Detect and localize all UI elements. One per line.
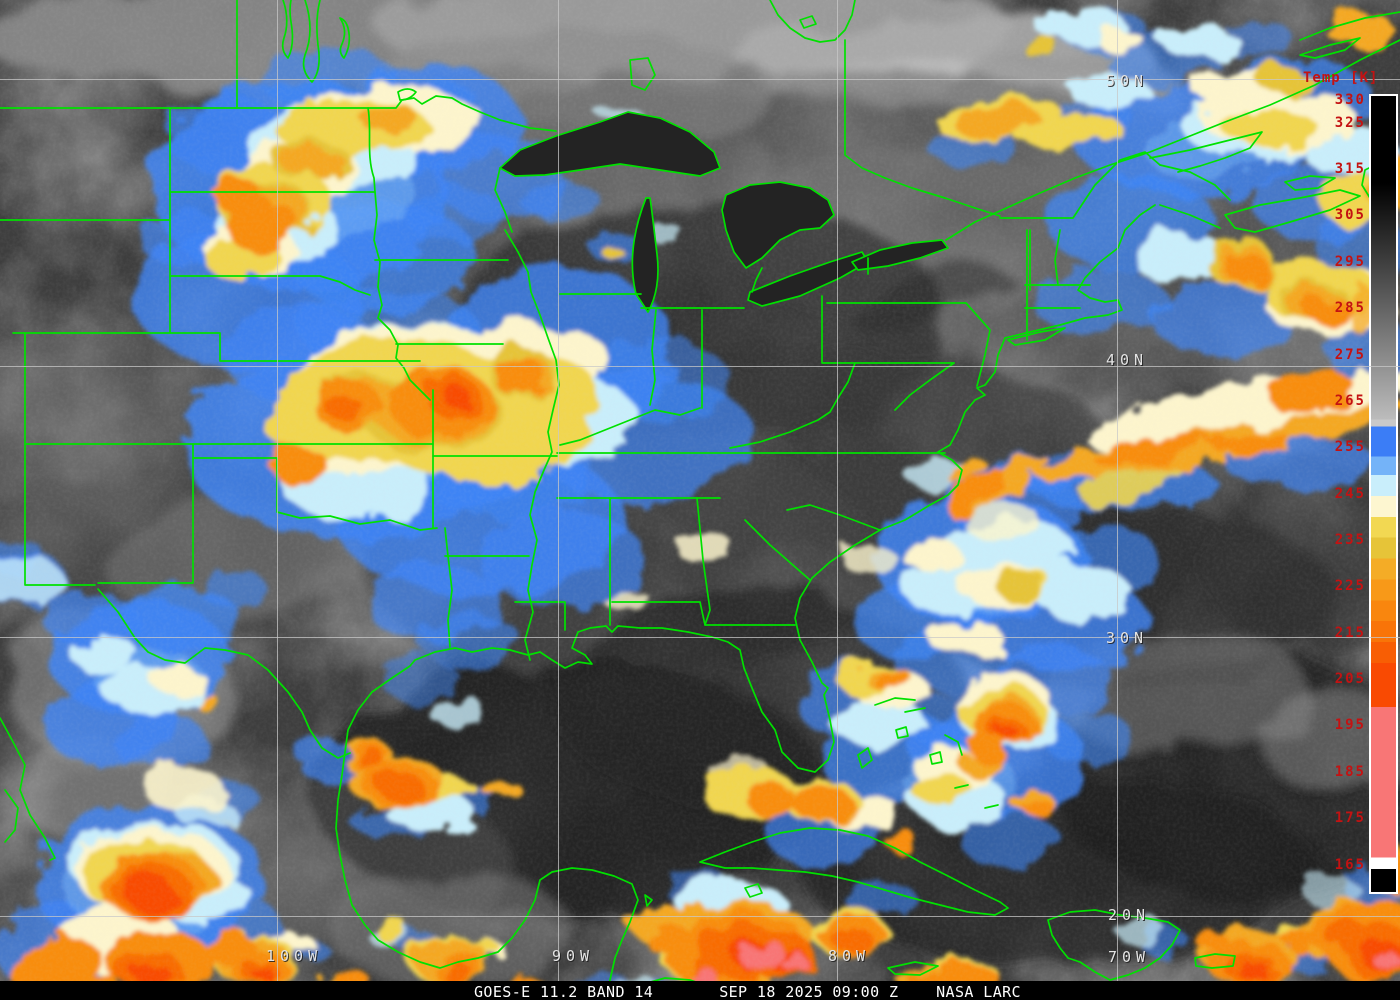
colorbar-tick-label: 215 (1334, 624, 1366, 641)
colorbar-tick-label: 265 (1334, 392, 1366, 409)
latitude-line (0, 366, 1400, 367)
latitude-label: 30N (1106, 629, 1149, 647)
longitude-line (558, 0, 559, 981)
colorbar-tick-label: 175 (1334, 810, 1366, 827)
colorbar-tick-label: 325 (1334, 114, 1366, 131)
longitude-label: 70W (1108, 948, 1151, 966)
colorbar-tick-label: 185 (1334, 763, 1366, 780)
colorbar-tick-label: 205 (1334, 671, 1366, 688)
longitude-label: 100W (266, 947, 323, 965)
colorbar-tick-label: 295 (1334, 253, 1366, 270)
status-bar: GOES-E 11.2 BAND 14 SEP 18 2025 09:00 Z … (0, 981, 1400, 1000)
latitude-line (0, 916, 1400, 917)
colorbar-tick-label: 245 (1334, 485, 1366, 502)
colorbar-tick-label: 305 (1334, 207, 1366, 224)
status-bar-text: GOES-E 11.2 BAND 14 SEP 18 2025 09:00 Z … (474, 983, 1021, 1000)
longitude-label: 90W (552, 947, 595, 965)
latitude-line (0, 79, 1400, 80)
colorbar-tick-label: 225 (1334, 578, 1366, 595)
longitude-line (277, 0, 278, 981)
colorbar-unit-label: Temp [K] (1303, 70, 1379, 86)
colorbar-tick-label: 195 (1334, 717, 1366, 734)
colorbar-tick-label: 330 (1334, 91, 1366, 108)
latitude-label: 20N (1108, 906, 1151, 924)
colorbar-tick-label: 235 (1334, 532, 1366, 548)
latitude-line (0, 637, 1400, 638)
colorbar-tick-label: 255 (1334, 439, 1366, 456)
longitude-line (837, 0, 838, 981)
latitude-label: 40N (1106, 351, 1149, 369)
colorbar-tick-label: 315 (1334, 161, 1366, 178)
colorbar-tick-label: 165 (1334, 856, 1366, 873)
colorbar-tick-label: 275 (1334, 346, 1366, 363)
temperature-colorbar (1369, 94, 1398, 894)
colorbar-tick-label: 285 (1334, 300, 1366, 317)
longitude-label: 80W (828, 947, 871, 965)
latitude-label: 50N (1106, 72, 1149, 90)
longitude-line (1117, 0, 1118, 981)
